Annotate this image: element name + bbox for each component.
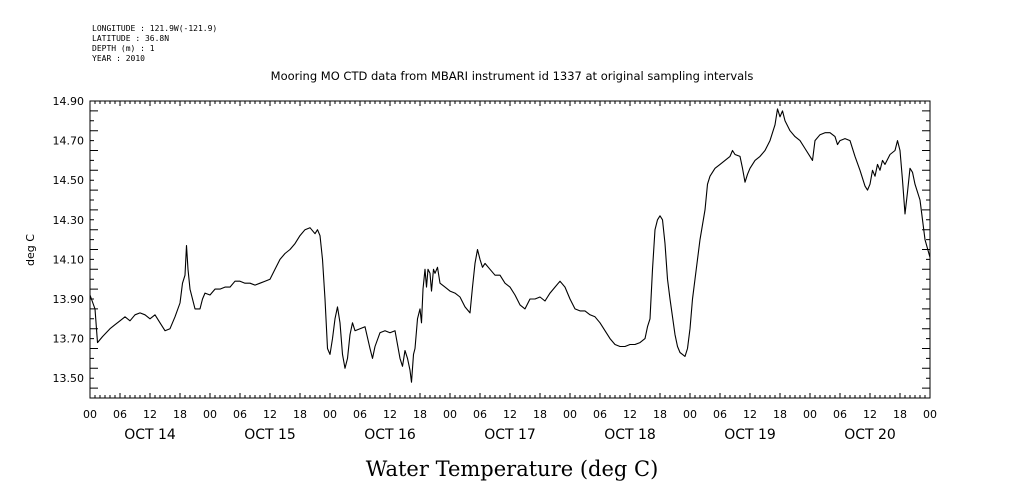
y-tick-label: 14.50 (53, 174, 85, 187)
x-tick-label: 18 (773, 408, 787, 421)
year-label: YEAR : 2010 (92, 54, 145, 63)
x-tick-label: 12 (863, 408, 877, 421)
plot-frame (89, 100, 931, 399)
day-label: OCT 17 (484, 427, 536, 443)
x-tick-label: 12 (743, 408, 757, 421)
x-tick-label: 06 (593, 408, 607, 421)
x-tick-label: 06 (353, 408, 367, 421)
x-tick-label: 12 (503, 408, 517, 421)
x-tick-label: 06 (113, 408, 127, 421)
chart-title: Mooring MO CTD data from MBARI instrumen… (271, 69, 754, 83)
day-labels: OCT 14 OCT 15 OCT 16 OCT 17 OCT 18 OCT 19 OCT … (124, 427, 896, 443)
depth-label: DEPTH (m) : 1 (92, 44, 155, 53)
x-tick-label: 18 (653, 408, 667, 421)
longitude-label: LONGITUDE : 121.9W(-121.9) (92, 24, 217, 33)
x-tick-label: 00 (443, 408, 457, 421)
x-tick-label: 18 (533, 408, 547, 421)
x-tick-label: 00 (803, 408, 817, 421)
x-tick-label: 06 (473, 408, 487, 421)
x-tick-label: 18 (893, 408, 907, 421)
x-tick-label: 18 (413, 408, 427, 421)
y-tick-label: 14.30 (53, 214, 85, 227)
series-line (89, 108, 931, 383)
day-label: OCT 19 (724, 427, 776, 443)
x-tick-label: 12 (143, 408, 157, 421)
y-tick-label: 13.50 (53, 372, 85, 385)
x-tick-label: 18 (293, 408, 307, 421)
day-label: OCT 20 (844, 427, 896, 443)
x-tick-label: 12 (623, 408, 637, 421)
x-tick-label: 12 (383, 408, 397, 421)
x-tick-label: 00 (923, 408, 937, 421)
y-tick-label: 14.70 (53, 135, 85, 148)
y-axis-label: deg C (24, 234, 37, 266)
y-tick-label: 14.90 (53, 95, 85, 108)
x-tick-label: 12 (263, 408, 277, 421)
day-label: OCT 18 (604, 427, 656, 443)
x-tick-label: 06 (713, 408, 727, 421)
y-tick-labels: 13.50 13.70 13.90 14.10 14.30 14.50 14.70 14.90 (53, 95, 85, 385)
x-tick-label: 06 (833, 408, 847, 421)
x-tick-label: 06 (233, 408, 247, 421)
y-tick-label: 14.10 (53, 253, 85, 266)
y-tick-label: 13.90 (53, 293, 85, 306)
x-tick-label: 00 (203, 408, 217, 421)
x-tick-label: 00 (323, 408, 337, 421)
day-label: OCT 15 (244, 427, 296, 443)
x-axis-label: Water Temperature (deg C) (366, 457, 659, 481)
axis-ticks (89, 100, 931, 399)
x-tick-labels: 00 06 12 18 00 06 12 18 00 06 12 18 00 06 12 18 00 06 12 18… (83, 408, 937, 421)
day-label: OCT 14 (124, 427, 176, 443)
series-layer (89, 108, 931, 383)
day-label: OCT 16 (364, 427, 416, 443)
x-tick-label: 00 (683, 408, 697, 421)
x-tick-label: 00 (563, 408, 577, 421)
latitude-label: LATITUDE : 36.8N (92, 34, 169, 43)
y-tick-label: 13.70 (53, 333, 85, 346)
x-tick-label: 18 (173, 408, 187, 421)
x-tick-label: 00 (83, 408, 97, 421)
tick-marks (89, 100, 931, 399)
